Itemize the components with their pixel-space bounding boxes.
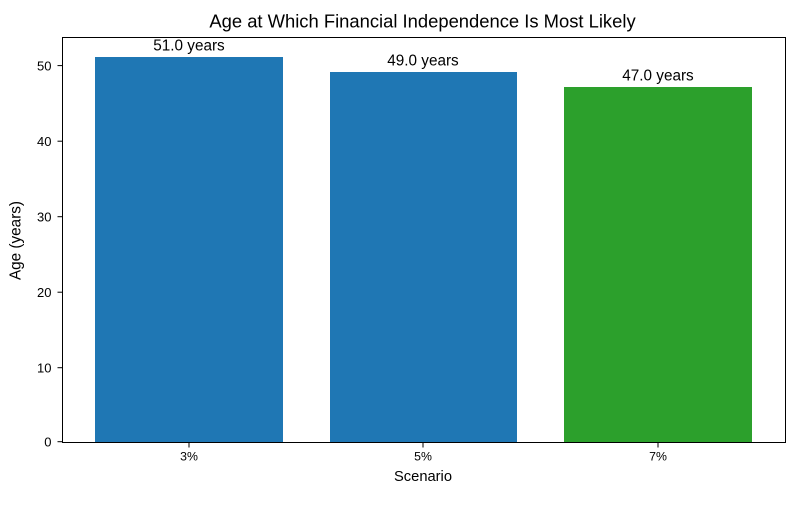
svg-text:Age (years): Age (years) <box>8 201 25 280</box>
svg-text:Age at Which Financial Indepen: Age at Which Financial Independence Is M… <box>209 11 636 32</box>
svg-text:0: 0 <box>44 435 51 450</box>
svg-text:40: 40 <box>37 134 51 149</box>
svg-text:3%: 3% <box>180 450 198 464</box>
svg-text:51.0 years: 51.0 years <box>153 38 225 55</box>
svg-text:5%: 5% <box>414 450 432 464</box>
svg-text:49.0 years: 49.0 years <box>387 53 459 70</box>
svg-text:47.0 years: 47.0 years <box>622 68 694 85</box>
svg-text:10: 10 <box>37 361 51 376</box>
svg-text:7%: 7% <box>649 450 667 464</box>
svg-text:50: 50 <box>37 59 51 74</box>
svg-text:Scenario: Scenario <box>394 469 452 485</box>
svg-text:20: 20 <box>37 285 51 300</box>
svg-text:30: 30 <box>37 210 51 225</box>
